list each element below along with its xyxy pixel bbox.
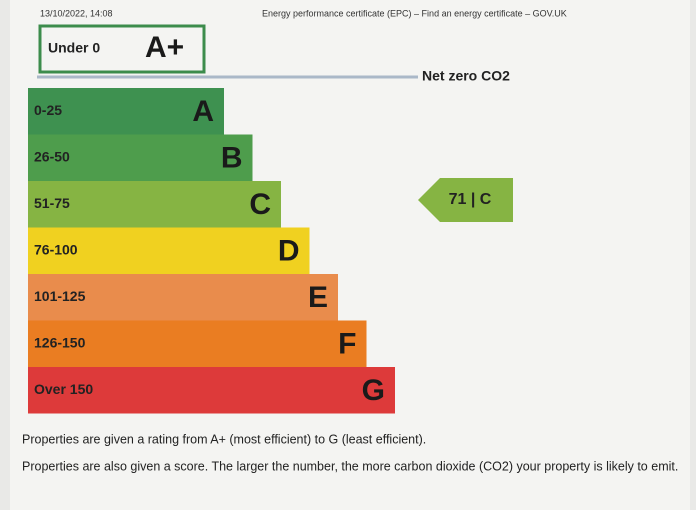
top-band-letter: A+ (145, 31, 184, 64)
band-range: 51-75 (34, 195, 70, 211)
band-letter: D (278, 235, 300, 268)
note: Properties are also given a score. The l… (22, 459, 678, 473)
band-range: 76-100 (34, 241, 78, 257)
band-letter: F (338, 328, 356, 361)
band-range: 101-125 (34, 288, 86, 304)
current-rating-label: 71 | C (449, 191, 492, 208)
timestamp: 13/10/2022, 14:08 (40, 8, 113, 18)
band-letter: A (192, 95, 214, 128)
band-range: 126-150 (34, 334, 86, 350)
page: 13/10/2022, 14:08 Energy performance cer… (0, 0, 696, 510)
band-letter: B (221, 142, 243, 175)
band-range: 0-25 (34, 102, 62, 118)
net-zero-label: Net zero CO2 (422, 68, 510, 84)
note: Properties are given a rating from A+ (m… (22, 432, 426, 446)
page-title: Energy performance certificate (EPC) – F… (262, 8, 567, 18)
band-letter: E (308, 281, 328, 314)
band-letter: C (249, 188, 271, 221)
top-band-range: Under 0 (48, 40, 100, 56)
band-letter: G (362, 374, 385, 407)
band-range: Over 150 (34, 381, 93, 397)
band-range: 26-50 (34, 148, 70, 164)
